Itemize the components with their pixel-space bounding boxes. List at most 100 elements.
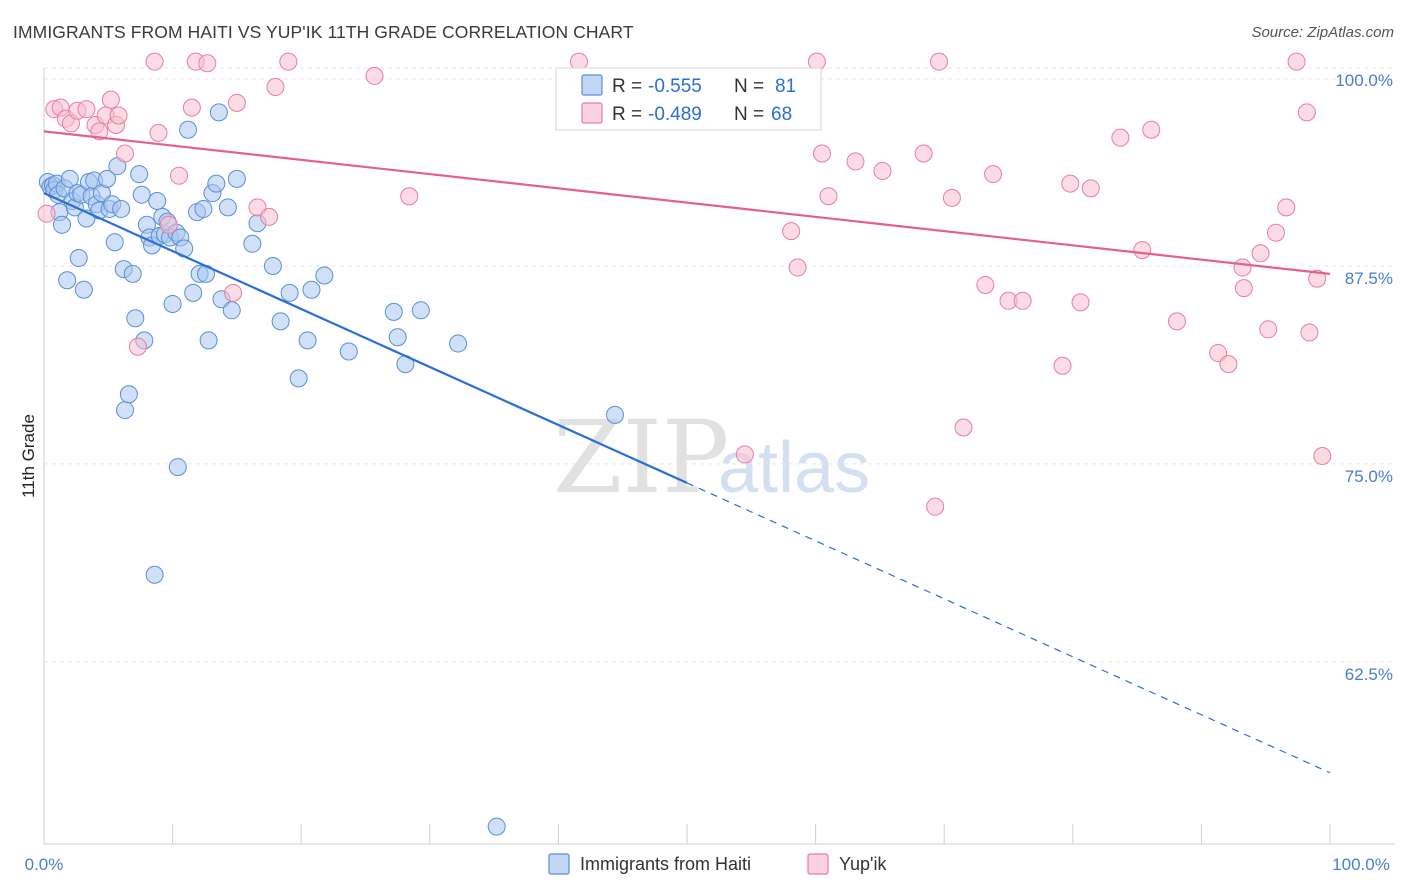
data-point <box>60 169 79 188</box>
legend-r-value-yupik: -0.489 <box>648 104 702 125</box>
data-point <box>1209 344 1228 363</box>
data-point <box>1142 120 1161 139</box>
data-point <box>384 302 403 321</box>
data-point <box>116 401 135 420</box>
data-point <box>788 258 807 277</box>
y-tick-label: 62.5% <box>1345 665 1393 684</box>
data-point <box>182 98 201 117</box>
data-point <box>69 249 88 268</box>
legend-r-value-haiti: -0.555 <box>648 76 702 97</box>
data-point <box>942 188 961 207</box>
data-point <box>1234 279 1253 298</box>
legend-n-label-haiti: N = <box>734 76 764 97</box>
data-point <box>168 458 187 477</box>
data-point <box>199 331 218 350</box>
data-point <box>1133 241 1152 260</box>
y-tick-label: 87.5% <box>1345 269 1393 288</box>
legend-n-label-yupik: N = <box>734 104 764 125</box>
data-point <box>218 198 237 217</box>
data-point <box>145 52 164 71</box>
watermark-zip: ZIP <box>553 399 729 516</box>
data-point <box>170 166 189 185</box>
watermark-atlas: atlas <box>718 428 870 508</box>
data-point <box>976 275 995 294</box>
trend-line-haiti <box>43 192 688 484</box>
data-point <box>194 199 213 218</box>
data-point <box>53 215 72 234</box>
legend-swatch-haiti <box>581 74 603 96</box>
data-point <box>163 294 182 313</box>
legend-r-label-yupik: R = <box>612 104 642 125</box>
data-point <box>101 90 120 109</box>
data-point <box>132 185 151 204</box>
data-point <box>1111 128 1130 147</box>
data-point <box>266 78 285 97</box>
data-point <box>1053 356 1072 375</box>
data-point <box>280 283 299 302</box>
y-tick-labels: 62.5% 75.0% 87.5% 100.0% <box>1335 71 1393 684</box>
bottom-legend-label-haiti: Immigrants from Haiti <box>580 854 751 874</box>
data-point <box>1300 323 1319 342</box>
series-yupik <box>37 52 1332 516</box>
data-point <box>400 187 419 206</box>
data-point <box>302 280 321 299</box>
trend-lines <box>43 130 1331 774</box>
data-point <box>315 266 334 285</box>
x-tick-label-min: 0.0% <box>25 855 64 874</box>
data-point <box>411 301 430 320</box>
data-point <box>1251 244 1270 263</box>
data-point <box>1013 291 1032 310</box>
y-tick-label: 75.0% <box>1345 467 1393 486</box>
data-point <box>813 144 832 163</box>
data-points <box>37 52 1332 836</box>
data-point <box>149 123 168 142</box>
data-point <box>130 165 149 184</box>
data-point <box>279 52 298 71</box>
data-point <box>1266 223 1285 242</box>
data-point <box>954 418 973 437</box>
data-point <box>782 222 801 241</box>
x-tick-label-max: 100.0% <box>1332 855 1390 874</box>
data-point <box>1061 174 1080 193</box>
data-point <box>298 331 317 350</box>
data-point <box>179 120 198 139</box>
data-point <box>1287 52 1306 71</box>
data-point <box>263 256 282 275</box>
data-point <box>735 445 754 464</box>
data-point <box>77 100 96 119</box>
legend-n-value-yupik: 68 <box>771 104 792 125</box>
data-point <box>1308 269 1327 288</box>
bottom-legend: Immigrants from Haiti Yup'ik <box>548 853 887 875</box>
data-point <box>449 334 468 353</box>
data-point <box>289 369 308 388</box>
legend: R = -0.555 N = 81 R = -0.489 N = 68 <box>555 67 822 131</box>
data-point <box>365 66 384 85</box>
data-point <box>224 283 243 302</box>
data-point <box>271 312 290 331</box>
data-point <box>112 199 131 218</box>
data-point <box>37 204 56 223</box>
data-point <box>984 165 1003 184</box>
data-point <box>1167 312 1186 331</box>
data-point <box>198 54 217 73</box>
data-point <box>1297 103 1316 122</box>
data-point <box>339 342 358 361</box>
data-point <box>222 301 241 320</box>
data-point <box>1313 447 1332 465</box>
source-label: Source: ZipAtlas.com <box>1251 24 1394 41</box>
data-point <box>243 234 262 253</box>
data-point <box>184 283 203 302</box>
data-point <box>116 144 135 163</box>
data-point <box>873 161 892 180</box>
data-point <box>123 264 142 283</box>
data-point <box>1259 320 1278 339</box>
data-point <box>148 192 167 211</box>
data-point <box>227 169 246 188</box>
data-point <box>90 122 109 141</box>
chart-title: IMMIGRANTS FROM HAITI VS YUP'IK 11TH GRA… <box>13 22 634 42</box>
trend-line-haiti-extension <box>686 482 1331 774</box>
data-point <box>209 103 228 122</box>
y-axis-label: 11th Grade <box>19 414 38 498</box>
data-point <box>128 337 147 356</box>
